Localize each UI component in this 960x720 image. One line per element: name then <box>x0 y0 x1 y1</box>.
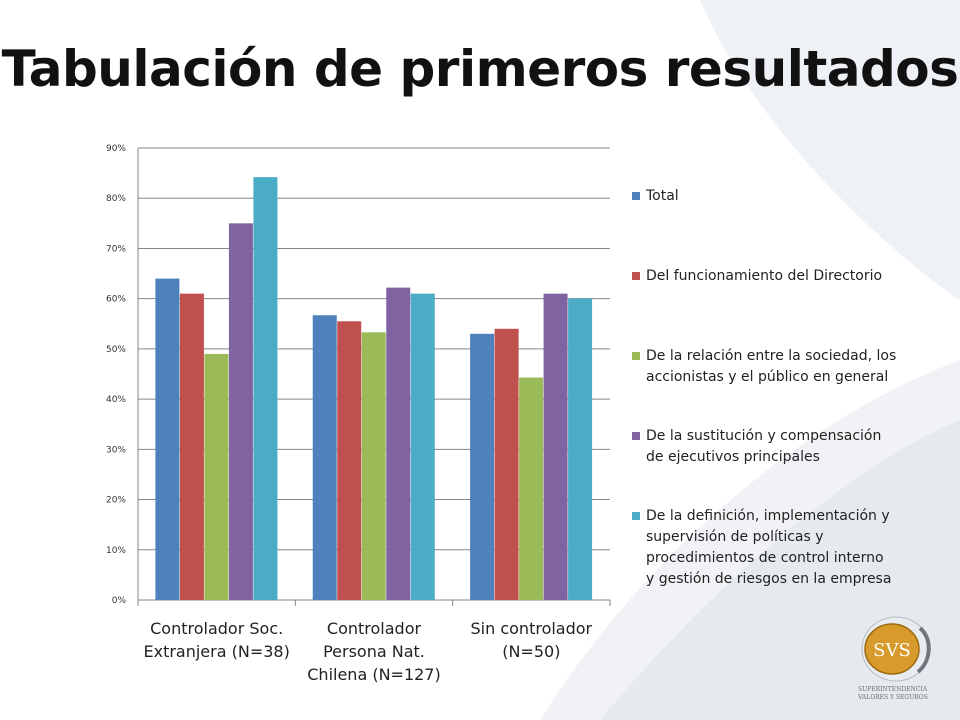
y-tick-label: 30% <box>106 445 126 455</box>
logo-caption-line1: SUPERINTENDENCIA <box>858 686 928 693</box>
logo-caption-line2: VALORES Y SEGUROS <box>858 694 928 701</box>
bar <box>410 293 435 600</box>
legend-label-line: Total <box>646 188 679 204</box>
bar <box>228 223 253 601</box>
logo-caption: SUPERINTENDENCIA VALORES Y SEGUROS <box>858 686 948 702</box>
x-tick-label: Chilena (N=127) <box>307 665 440 684</box>
legend-label-line: y gestión de riesgos en la empresa <box>646 571 892 587</box>
slide-title: Tabulación de primeros resultados <box>1 40 959 98</box>
y-tick-label: 10% <box>106 546 126 556</box>
legend-label: De la definición, implementación y superv… <box>646 506 916 590</box>
legend-label-line: supervisión de políticas y <box>646 529 824 545</box>
legend-swatch <box>632 512 640 520</box>
legend-label-line: de ejecutivos principales <box>646 449 820 465</box>
legend-label: Del funcionamiento del Directorio <box>646 266 916 287</box>
bar <box>204 353 229 600</box>
bar <box>568 298 593 600</box>
legend-swatch <box>632 272 640 280</box>
bar <box>494 328 519 600</box>
bar <box>253 177 278 600</box>
x-tick-label: Controlador <box>327 619 422 638</box>
x-tick-label: (N=50) <box>502 642 560 661</box>
y-tick-label: 60% <box>106 295 126 305</box>
y-tick-label: 70% <box>106 244 126 254</box>
legend-swatch <box>632 352 640 360</box>
y-tick-label: 80% <box>106 194 126 204</box>
svs-logo: SVS <box>861 616 931 682</box>
bar <box>470 333 495 600</box>
bar <box>312 315 337 600</box>
legend-label-line: accionistas y el público en general <box>646 369 889 385</box>
x-tick-label: Extranjera (N=38) <box>143 642 289 661</box>
legend-label: Total <box>646 186 916 207</box>
legend-label-line: Del funcionamiento del Directorio <box>646 268 883 284</box>
legend-swatch <box>632 432 640 440</box>
x-tick-label: Controlador Soc. <box>150 619 283 638</box>
legend-swatch <box>632 192 640 200</box>
legend-label-line: procedimientos de control interno <box>646 550 884 566</box>
bar <box>337 321 362 600</box>
x-tick-label: Persona Nat. <box>323 642 425 661</box>
bar <box>386 287 411 600</box>
bar <box>543 293 568 600</box>
legend-label: De la relación entre la sociedad, los acc… <box>646 346 916 388</box>
bar <box>361 332 386 600</box>
y-tick-label: 0% <box>112 596 127 606</box>
y-tick-label: 90% <box>106 144 126 154</box>
bar <box>519 377 544 600</box>
legend-label: De la sustitución y compensación de ejecu… <box>646 426 916 468</box>
y-tick-label: 20% <box>106 496 126 506</box>
legend-label-line: De la definición, implementación y <box>646 508 890 524</box>
legend-label-line: De la relación entre la sociedad, los <box>646 348 897 364</box>
logo-text: SVS <box>873 640 911 661</box>
bar <box>179 293 204 600</box>
bar <box>155 278 180 600</box>
legend-label-line: De la sustitución y compensación <box>646 428 882 444</box>
x-tick-label: Sin controlador <box>471 619 593 638</box>
y-tick-label: 50% <box>106 345 126 355</box>
y-tick-label: 40% <box>106 395 126 405</box>
